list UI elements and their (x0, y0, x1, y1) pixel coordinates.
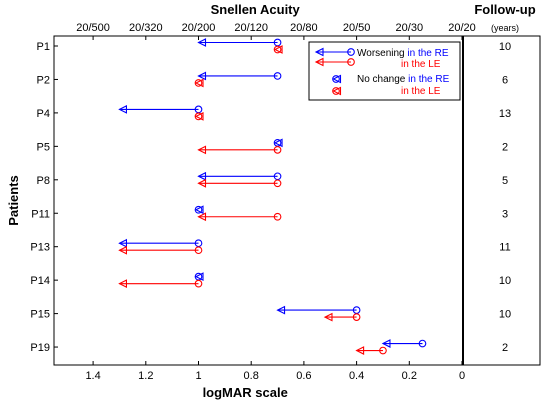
p14-re-nochange-arrow (194, 272, 204, 282)
p8-le-end-arrow (197, 178, 207, 188)
snellen-tick-label: 20/200 (182, 22, 216, 34)
patient-label: P15 (30, 309, 50, 321)
followup-value: 10 (499, 275, 511, 287)
legend-worsening-re-circle (347, 48, 355, 56)
legend-nochange-le-arrow (332, 86, 342, 96)
p2-re-start-marker (273, 72, 282, 80)
legend-worsening-re-text: in the RE (405, 48, 449, 59)
p19-le-end-arrow (355, 346, 365, 355)
patient-label: P14 (30, 275, 50, 287)
snellen-tick-label: 20/50 (343, 22, 371, 34)
patient-label: P8 (37, 175, 50, 187)
logmar-tick-label: 0 (459, 370, 465, 382)
x-axis-title: logMAR scale (203, 385, 288, 400)
p5-re-nochange-arrow (273, 138, 283, 148)
patient-label: P4 (37, 108, 50, 120)
patient-label: P1 (37, 41, 50, 53)
legend-nochange-re-label: No change in the RE (357, 74, 450, 85)
p2-le-nochange-arrow (194, 78, 204, 88)
legend-worsening-le-arrow (314, 57, 324, 67)
legend-nochange-text: No change (357, 74, 406, 85)
followup-value: 5 (502, 175, 508, 187)
logmar-tick-label: 0.2 (402, 370, 417, 382)
followup-value: 13 (499, 108, 511, 120)
p11-le-start-marker (273, 212, 282, 221)
legend-nochange-le-label: in the LE (401, 86, 441, 97)
legend-worsening-le-circle (347, 58, 355, 66)
legend-worsening-re-label: Worsening in the RE (357, 48, 449, 59)
p13-re-end-arrow (118, 238, 127, 248)
p14-le-end-arrow (118, 279, 127, 289)
p4-re-end-arrow (118, 105, 127, 114)
snellen-tick-label: 20/500 (76, 22, 110, 34)
patient-label: P13 (30, 242, 50, 254)
p19-le-start-marker (379, 346, 387, 355)
legend-worsening-le-label: in the LE (401, 59, 441, 70)
snellen-tick-label: 20/320 (129, 22, 163, 34)
p1-re-end-arrow (197, 38, 207, 47)
logmar-tick-label: 1 (195, 370, 201, 382)
patient-label: P11 (31, 208, 50, 220)
patient-label: P5 (37, 141, 50, 153)
followup-value: 11 (499, 242, 510, 254)
followup-header: Follow-up (474, 2, 535, 17)
followup-value: 6 (502, 74, 508, 86)
p11-le-end-arrow (197, 212, 207, 222)
p15-le-start-marker (352, 313, 361, 321)
followup-value: 2 (502, 141, 508, 153)
logmar-tick-label: 1.4 (85, 370, 100, 382)
legend-nochange-re-text: in the RE (405, 74, 449, 85)
p19-re-end-arrow (381, 339, 391, 348)
p13-le-start-marker (194, 246, 203, 255)
patient-label: P2 (37, 74, 50, 86)
p5-le-end-arrow (197, 145, 207, 155)
snellen-tick-label: 20/80 (290, 22, 318, 34)
p5-le-start-marker (273, 146, 282, 154)
plot-frame (53, 35, 541, 366)
p1-le-nochange-arrow (273, 45, 283, 54)
followup-value: 10 (499, 41, 511, 53)
p11-re-nochange-arrow (194, 205, 204, 215)
snellen-tick-label: 20/120 (234, 22, 268, 34)
p8-re-end-arrow (197, 171, 207, 181)
followup-value: 2 (502, 342, 508, 354)
snellen-tick-label: 20/30 (396, 22, 424, 34)
logmar-tick-label: 0.6 (296, 370, 311, 382)
p19-re-start-marker (418, 339, 427, 348)
patient-label: P19 (30, 342, 50, 354)
legend-worsening-text: Worsening (357, 48, 405, 59)
p4-le-nochange-arrow (194, 112, 204, 121)
y-axis-title: Patients (6, 175, 21, 226)
p15-re-end-arrow (276, 305, 286, 315)
followup-value: 3 (502, 208, 508, 220)
followup-value: 10 (499, 309, 511, 321)
logmar-tick-label: 1.2 (138, 370, 153, 382)
p15-le-end-arrow (323, 312, 333, 322)
p2-re-end-arrow (197, 71, 207, 81)
p13-le-end-arrow (118, 245, 127, 255)
legend-worsening-re-arrow (314, 47, 324, 57)
logmar-tick-label: 0.4 (349, 370, 364, 382)
p14-le-start-marker (194, 279, 203, 288)
snellen-tick-label: 20/20 (448, 22, 476, 34)
followup-unit: (years) (491, 23, 519, 33)
logmar-tick-label: 0.8 (244, 370, 259, 382)
snellen-axis-title: Snellen Acuity (211, 2, 301, 17)
p8-le-start-marker (273, 179, 282, 188)
legend-nochange-re-arrow (332, 74, 342, 84)
